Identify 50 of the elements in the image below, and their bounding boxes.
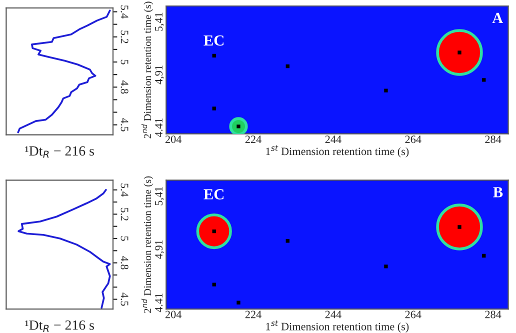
point	[236, 124, 240, 128]
point	[286, 64, 290, 68]
point	[482, 78, 486, 82]
y-tick-label: 5	[120, 60, 128, 64]
y-tick-label: 5.2	[120, 208, 128, 221]
y-tick-label: 4,91	[155, 66, 164, 84]
x-axis-title: 1$^{st}$ Dimension retention time (s)	[266, 320, 409, 333]
y-tick-label: 4.41	[155, 118, 163, 138]
point	[212, 54, 216, 58]
point	[212, 229, 216, 234]
y-tick-label: 5,41	[155, 12, 164, 31]
y-axis-title: 2$^{nd}$ Dimension retention time (s)	[141, 2, 154, 138]
y-tick-label: 4.8	[120, 256, 128, 270]
point	[458, 50, 462, 54]
x-axis-title: ¹Dt$_{R}$ − 216 s	[25, 320, 94, 332]
x-tick-label: 264	[405, 136, 422, 144]
y-tick-label: 5	[120, 236, 128, 241]
y-tick-label: 5.4	[120, 184, 128, 197]
x-tick-label: 224	[245, 136, 262, 143]
x-tick-label: 244	[325, 136, 342, 143]
x-tick-label: 204	[166, 310, 182, 318]
y-tick-label: 4.5	[120, 118, 128, 132]
annotation: EC	[204, 189, 224, 200]
annotation: A	[492, 12, 504, 23]
point	[458, 225, 462, 229]
y-tick-label: 4.8	[120, 80, 128, 94]
x-axis-title: 1$^{st}$ Dimension retention time (s)	[266, 145, 409, 158]
x-tick-label: 224	[245, 310, 262, 318]
y-tick-label: 5.2	[120, 30, 128, 44]
point	[384, 264, 388, 268]
point	[482, 254, 486, 258]
x-axis-title: ¹Dt$_{R}$ − 216 s	[25, 146, 94, 158]
annotation: EC	[204, 35, 224, 46]
y-tick-label: 4.41	[155, 294, 163, 312]
point	[212, 282, 216, 286]
x-tick-label: 264	[405, 310, 422, 318]
y-tick-label: 4.5	[120, 292, 128, 306]
point	[286, 239, 290, 243]
point	[384, 88, 388, 92]
annotation: B	[493, 187, 503, 198]
y-tick-label: 5,41	[155, 187, 164, 206]
x-tick-label: 284	[485, 136, 502, 144]
point	[236, 300, 240, 304]
x-tick-label: 244	[325, 310, 342, 318]
point	[212, 106, 216, 110]
x-tick-label: 284	[485, 310, 502, 318]
x-tick-label: 204	[166, 136, 182, 144]
y-tick-label: 4,91	[155, 240, 164, 259]
y-tick-label: 5.4	[120, 5, 128, 19]
y-axis-title: 2$^{nd}$ Dimension retention time (s)	[141, 176, 154, 313]
